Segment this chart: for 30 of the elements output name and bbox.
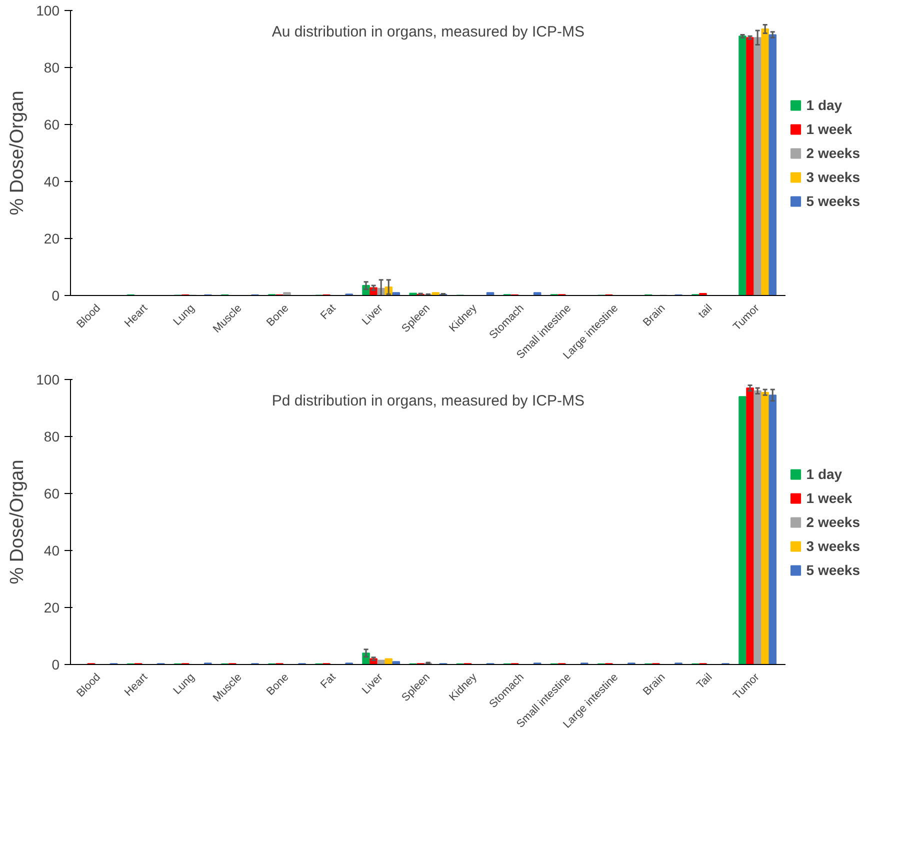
legend-label: 3 weeks [806, 168, 860, 184]
y-tick-label: 40 [44, 542, 60, 558]
y-tick-label: 100 [36, 372, 60, 388]
legend-label: 1 week [806, 490, 852, 506]
y-tick-label: 20 [44, 600, 60, 616]
y-tick-label: 60 [44, 116, 60, 132]
y-tick-label: 80 [44, 428, 60, 444]
legend-label: 1 day [806, 96, 842, 112]
x-tick-label: Fat [318, 671, 338, 691]
y-axis-title: % Dose/Organ [7, 90, 28, 216]
legend-label: 1 week [806, 120, 852, 136]
y-tick-label: 0 [52, 656, 60, 672]
y-axis-title: % Dose/Organ [7, 460, 28, 584]
x-tick-label: tail [696, 302, 715, 321]
y-tick-label: 20 [44, 230, 60, 246]
legend-label: 1 day [806, 466, 842, 482]
x-tick-label: Tail [694, 671, 715, 692]
text: Au distribution in organs, measured by ICP-MS [272, 24, 584, 40]
y-tick-label: 40 [44, 174, 60, 190]
text: Pd distribution in organs, measured by ICP-MS [272, 392, 584, 410]
x-tick-label: Fat [318, 302, 338, 322]
y-tick-label: 0 [52, 288, 60, 304]
y-tick-label: 100 [36, 2, 60, 18]
legend-label: 2 weeks [806, 144, 860, 160]
y-tick-label: 80 [44, 60, 60, 76]
legend-label: 5 weeks [806, 192, 860, 208]
legend-label: 2 weeks [806, 514, 860, 530]
y-tick-label: 60 [44, 486, 60, 502]
legend-label: 5 weeks [806, 562, 860, 578]
legend-label: 3 weeks [806, 538, 860, 554]
